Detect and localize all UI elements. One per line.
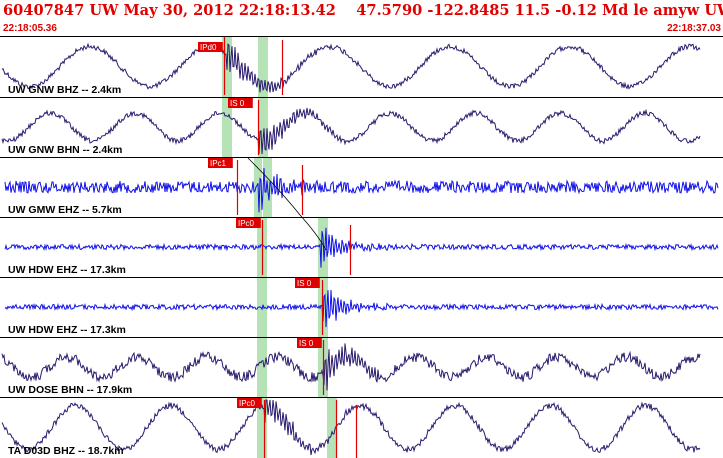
trace-panel[interactable]: IPc1 UW GMW EHZ -- 5.7km <box>4 158 719 216</box>
start-time-label: 22:18:05.36 <box>3 23 57 34</box>
waveform-trace <box>4 167 719 213</box>
trace-panel[interactable]: IPc0 UW HDW EHZ -- 17.3km <box>4 218 719 276</box>
station-label: TA D03D BHZ -- 18.7km <box>8 445 124 457</box>
travel-time-curve <box>247 157 327 251</box>
analysis-window <box>258 98 268 157</box>
station-label: UW GNW BHN -- 2.4km <box>8 144 122 156</box>
pick-label: IS 0 <box>299 339 314 348</box>
pick-label: IPc1 <box>210 159 227 168</box>
trace-panel[interactable]: IPc0 TA D03D BHZ -- 18.7km <box>1 398 701 458</box>
station-label: UW HDW EHZ -- 17.3km <box>8 264 126 276</box>
analysis-window <box>327 398 337 458</box>
pick-label: IS 0 <box>230 99 245 108</box>
trace-panel[interactable]: IS 0 UW GNW BHN -- 2.4km <box>1 98 701 156</box>
analysis-window <box>257 398 267 458</box>
analysis-window <box>258 37 268 97</box>
pick-label-box[interactable] <box>228 98 253 108</box>
station-label: UW GNW BHZ -- 2.4km <box>8 84 121 96</box>
station-label: UW DOSE BHN -- 17.9km <box>8 384 132 396</box>
waveform-trace <box>4 227 719 268</box>
station-label: UW HDW EHZ -- 17.3km <box>8 324 126 336</box>
waveform-trace <box>1 107 701 155</box>
pick-label: IS 0 <box>297 279 312 288</box>
pick-label-box[interactable] <box>295 278 320 288</box>
end-time-label: 22:18:37.03 <box>667 23 721 34</box>
waveform-trace <box>4 289 719 328</box>
pick-label: IPc0 <box>239 399 256 408</box>
pick-label-box[interactable] <box>208 158 233 168</box>
analysis-window <box>257 338 267 397</box>
trace-panel[interactable]: IPd0 UW GNW BHZ -- 2.4km <box>1 37 701 96</box>
pick-label: IPd0 <box>200 43 217 52</box>
waveform-trace <box>1 343 701 391</box>
pick-label: IPc0 <box>238 219 255 228</box>
analysis-window <box>222 98 232 157</box>
pick-label-box[interactable] <box>237 398 262 408</box>
trace-panel[interactable]: IS 0 UW HDW EHZ -- 17.3km <box>4 278 719 336</box>
trace-panel[interactable]: IS 0 UW DOSE BHN -- 17.9km <box>1 338 701 396</box>
waveform-trace <box>1 399 701 456</box>
pick-label-box[interactable] <box>198 42 223 52</box>
pick-label-box[interactable] <box>236 218 261 228</box>
station-label: UW GMW EHZ -- 5.7km <box>8 204 122 216</box>
pick-label-box[interactable] <box>297 338 322 348</box>
event-title: 60407847 UW May 30, 2012 22:18:13.42 47.… <box>3 2 723 19</box>
waveform-trace <box>1 42 701 93</box>
